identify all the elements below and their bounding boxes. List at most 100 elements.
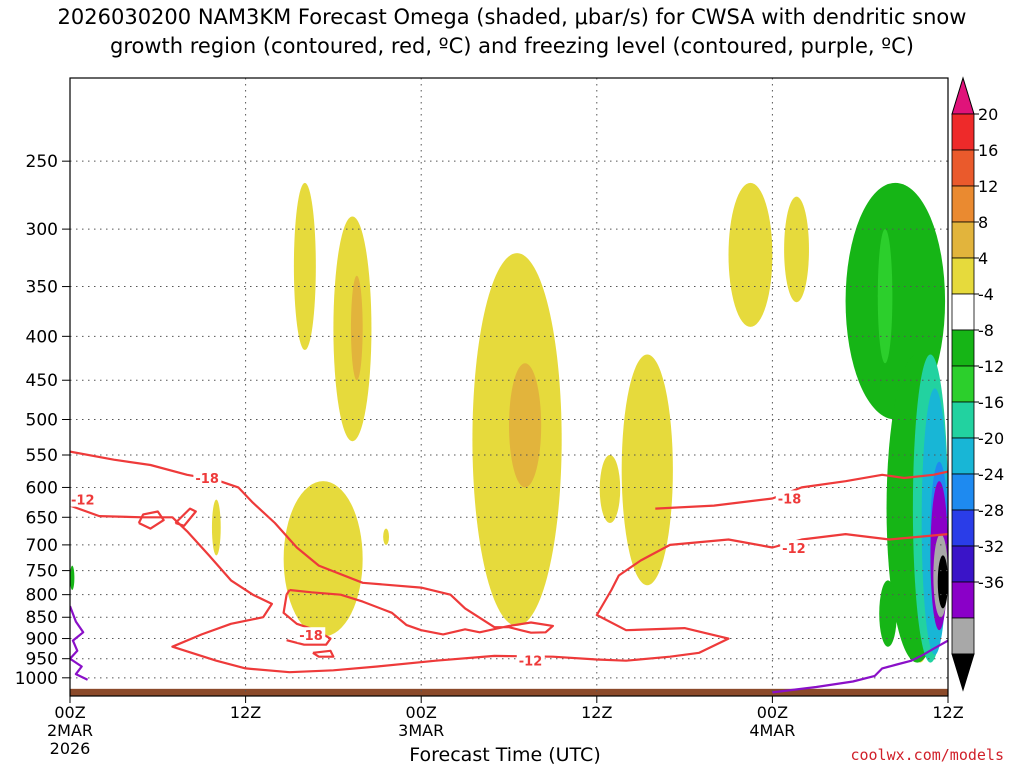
- colorbar-swatch: [951, 365, 975, 403]
- dgz-contour-label: -18: [299, 629, 323, 644]
- omega-region: [509, 363, 542, 488]
- colorbar-label: -8: [978, 321, 994, 340]
- y-tick-label: 250: [26, 152, 58, 172]
- x-tick-label: 12Z: [581, 703, 612, 722]
- omega-region: [283, 481, 363, 637]
- colorbar-swatch: [951, 617, 975, 655]
- y-tick-label: 700: [26, 536, 58, 556]
- dgz-contour-label: -12: [71, 494, 95, 509]
- omega-region: [879, 580, 897, 647]
- omega-region: [621, 354, 673, 586]
- x-tick-label: 4MAR: [749, 721, 795, 740]
- colorbar-label: 16: [978, 141, 998, 160]
- plot-border: [69, 77, 949, 697]
- contour-label-bg: [193, 470, 222, 486]
- freezing-level-line: [772, 639, 948, 694]
- colorbar-label: -16: [978, 393, 1004, 412]
- colorbar-label: -36: [978, 573, 1004, 592]
- omega-region: [293, 182, 316, 351]
- colorbar-label: 20: [978, 105, 998, 124]
- y-tick-label: 650: [26, 508, 58, 528]
- y-tick-label: 1000: [15, 669, 58, 689]
- terrain-ground: [70, 688, 948, 696]
- omega-region: [383, 528, 390, 545]
- y-tick-label: 850: [26, 608, 58, 628]
- contour-label-bg: [70, 491, 97, 507]
- omega-region: [784, 196, 809, 303]
- x-tick-label: 2MAR: [47, 721, 93, 740]
- y-axis: 2503003504004505005506006507007508008509…: [15, 152, 70, 689]
- colorbar-min-arrow: [951, 653, 975, 692]
- dgz-contour-label: -12: [519, 655, 543, 670]
- colorbar-swatch: [951, 149, 975, 187]
- y-tick-label: 300: [26, 220, 58, 240]
- dgz-contour-line: [655, 470, 948, 510]
- x-tick-label: 2026: [50, 739, 91, 758]
- y-tick-label: 750: [26, 562, 58, 582]
- colorbar-swatch: [951, 545, 975, 583]
- y-tick-label: 800: [26, 586, 58, 606]
- contour-label-bg: [780, 540, 809, 556]
- y-tick-label: 900: [26, 630, 58, 650]
- x-tick-label: 00Z: [757, 703, 788, 722]
- x-tick-label: 00Z: [54, 703, 85, 722]
- freezing-level-line: [70, 605, 89, 681]
- dgz-contour-line: [174, 507, 197, 527]
- colorbar-swatch: [951, 185, 975, 223]
- colorbar-label: 4: [978, 249, 988, 268]
- omega-region: [350, 275, 363, 381]
- colorbar-label: -24: [978, 465, 1004, 484]
- y-tick-label: 550: [26, 446, 58, 466]
- colorbar-swatch: [951, 509, 975, 547]
- dgz-contour-label: -18: [778, 492, 802, 507]
- grid-layer: [69, 78, 949, 696]
- chart-title-line-2: growth region (contoured, red, ºC) and f…: [110, 34, 914, 58]
- omega-region: [599, 455, 621, 523]
- colorbar-label: -12: [978, 357, 1004, 376]
- chart-title-line-1: 2026030200 NAM3KM Forecast Omega (shaded…: [57, 5, 967, 29]
- colorbar-swatch: [951, 581, 975, 619]
- colorbar-swatch: [951, 473, 975, 511]
- y-tick-label: 450: [26, 371, 58, 391]
- colorbar-label: 12: [978, 177, 998, 196]
- plot-frame: [69, 77, 949, 697]
- dgz-contour-line: [70, 504, 948, 674]
- colorbar-label: -28: [978, 501, 1004, 520]
- colorbar-label: -4: [978, 285, 994, 304]
- colorbar-label: -32: [978, 537, 1004, 556]
- omega-region: [70, 565, 75, 590]
- omega-region: [728, 182, 773, 327]
- colorbar-swatch: [951, 113, 975, 151]
- omega-region: [211, 499, 221, 556]
- colorbar-swatch: [951, 401, 975, 439]
- colorbar-swatch: [951, 437, 975, 475]
- x-tick-label: 00Z: [406, 703, 437, 722]
- y-tick-label: 950: [26, 650, 58, 670]
- x-tick-label: 12Z: [932, 703, 963, 722]
- colorbar-swatch: [951, 257, 975, 295]
- y-tick-label: 400: [26, 327, 58, 347]
- omega-shading-layer: [70, 182, 948, 663]
- dgz-contour-label: -18: [195, 472, 219, 487]
- colorbar-label: 8: [978, 213, 988, 232]
- y-tick-label: 350: [26, 278, 58, 298]
- colorbar-max-arrow: [951, 76, 975, 115]
- contour-label-bg: [297, 627, 326, 643]
- terrain-layer: [70, 688, 948, 696]
- dgz-contour-line: [70, 450, 554, 636]
- dgz-contour-label: -12: [782, 542, 806, 557]
- y-tick-label: 500: [26, 410, 58, 430]
- x-tick-label: 12Z: [230, 703, 261, 722]
- x-tick-label: 3MAR: [398, 721, 444, 740]
- contour-layer: -18 -18 -18 -12 -12 -12: [70, 450, 948, 694]
- x-axis-label: Forecast Time (UTC): [409, 744, 601, 766]
- colorbar-swatch: [951, 221, 975, 259]
- contour-label-bg: [516, 652, 545, 668]
- omega-region: [877, 229, 893, 364]
- dgz-contour-line: [137, 510, 165, 530]
- credit-text: coolwx.com/models: [850, 746, 1004, 764]
- omega-region: [937, 555, 948, 609]
- colorbar-swatch: [951, 329, 975, 367]
